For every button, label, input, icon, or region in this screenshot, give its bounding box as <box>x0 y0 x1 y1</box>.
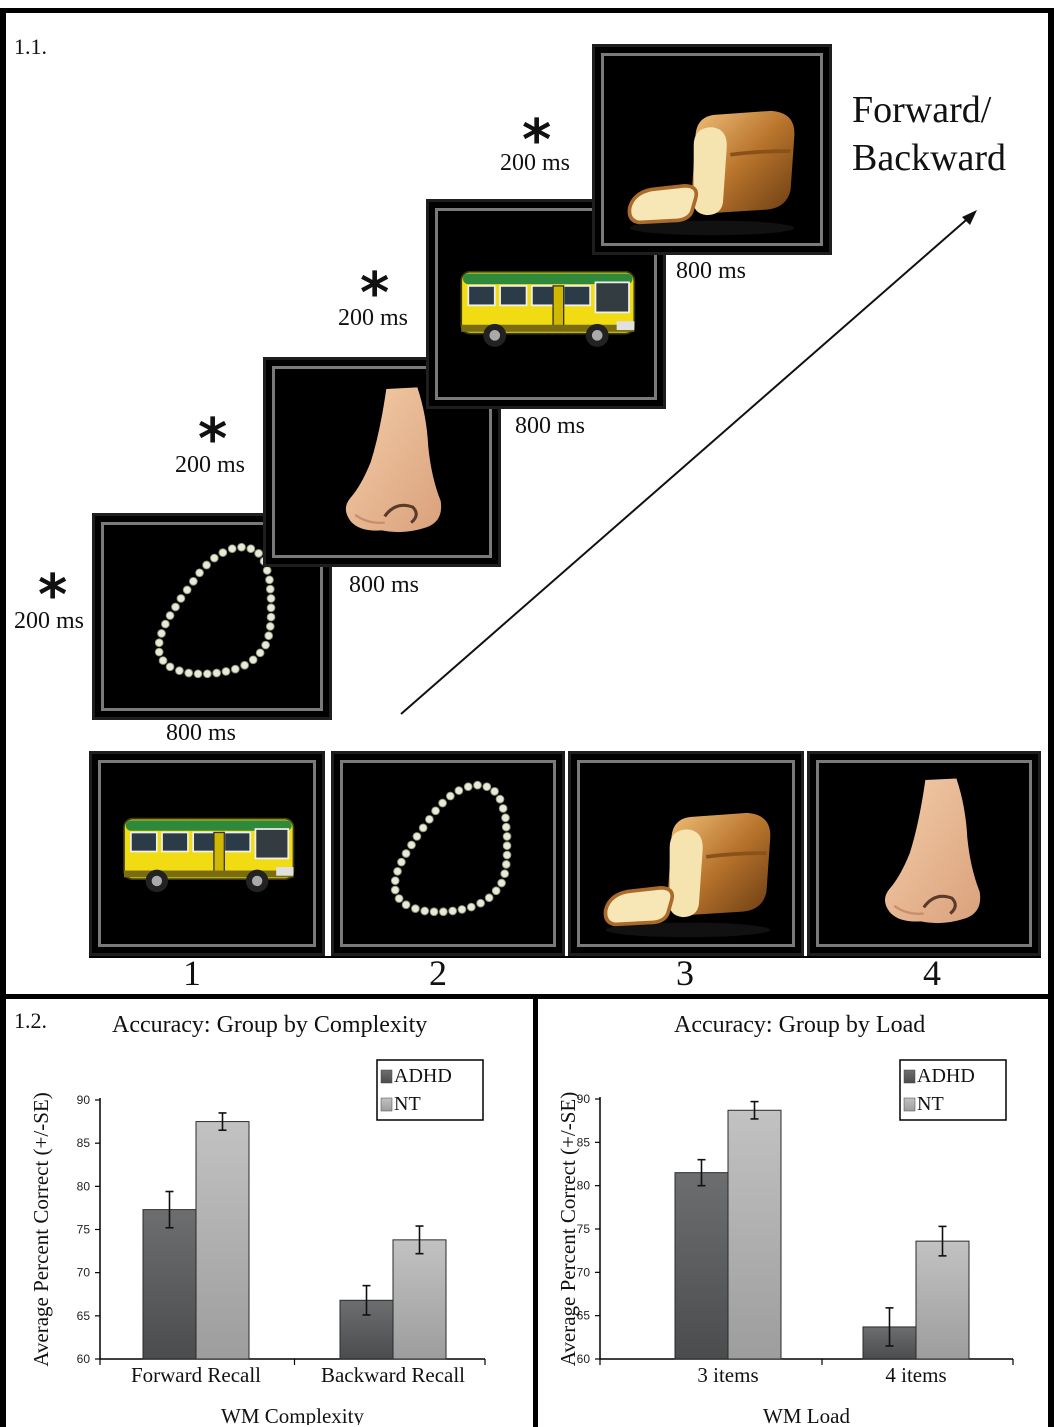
bread-icon <box>603 811 773 940</box>
y-tick-label: 75 <box>77 1223 91 1237</box>
y-tick-label: 90 <box>77 1093 91 1107</box>
figure-frame <box>0 8 1054 1427</box>
x-category-label: 3 items <box>697 1363 758 1387</box>
y-tick-label: 70 <box>77 1266 91 1280</box>
legend-box <box>899 1059 1007 1121</box>
x-category-label: 4 items <box>885 1363 946 1387</box>
fixation-duration-3: 200 ms <box>338 305 409 331</box>
y-tick-label: 90 <box>577 1092 591 1106</box>
stimulus-duration-2: 800 ms <box>349 572 420 598</box>
sequence-card-4 <box>592 44 832 255</box>
y-tick-label: 80 <box>577 1179 591 1193</box>
legend-label-nt: NT <box>394 1093 421 1115</box>
bar-nt <box>392 1239 447 1360</box>
response-card-1 <box>89 751 325 956</box>
direction-label: Forward/ Backward <box>852 86 1006 182</box>
response-card-2 <box>331 751 565 956</box>
response-number-2: 2 <box>429 953 447 993</box>
bar-nt <box>195 1121 250 1360</box>
y-tick-label: 65 <box>77 1309 91 1323</box>
panel-divider-horizontal <box>0 994 1054 999</box>
bar-nt <box>727 1109 782 1360</box>
y-tick-label: 70 <box>577 1265 591 1279</box>
response-card-4 <box>807 751 1041 956</box>
sequence-arrow <box>400 210 977 715</box>
necklace-icon <box>390 780 512 917</box>
response-card-3 <box>568 751 804 956</box>
y-axis-title: Average Percent Correct (+/-SE) <box>556 1092 580 1366</box>
panel-label-1-1: 1.1. <box>14 34 47 59</box>
stimulus-duration-4: 800 ms <box>676 258 747 284</box>
fixation-duration-4: 200 ms <box>500 150 571 176</box>
fixation-duration-2: 200 ms <box>175 452 246 478</box>
bar-nt <box>915 1240 970 1360</box>
bar-adhd <box>674 1172 729 1360</box>
y-tick-label: 85 <box>577 1135 591 1149</box>
legend-swatch-adhd <box>903 1069 916 1084</box>
nose-icon <box>883 776 982 925</box>
legend-label-adhd: ADHD <box>394 1065 452 1087</box>
direction-label-forward: Forward/ <box>852 89 992 131</box>
chart-group-by-load: 60 65 70 75 80 85 90 3 items 4 items WM Load Avera… <box>556 1059 1014 1425</box>
response-baseline <box>89 956 1041 958</box>
x-category-label: Forward Recall <box>131 1363 261 1387</box>
legend-swatch-nt <box>380 1097 393 1112</box>
legend-label-adhd: ADHD <box>917 1065 975 1087</box>
x-category-label: Backward Recall <box>321 1363 465 1387</box>
y-axis-title: Average Percent Correct (+/-SE) <box>30 1092 53 1366</box>
legend-box <box>376 1059 484 1121</box>
response-number-1: 1 <box>183 953 201 993</box>
x-axis-title: WM Complexity <box>221 1404 364 1425</box>
y-tick-label: 60 <box>77 1352 91 1366</box>
fixation-asterisk-2: * <box>198 407 228 472</box>
panel-label-1-2: 1.2. <box>14 1008 47 1033</box>
legend-label-nt: NT <box>917 1093 944 1115</box>
bus-icon <box>123 817 295 894</box>
stimulus-duration-1: 800 ms <box>166 720 237 746</box>
stimulus-duration-3: 800 ms <box>515 413 586 439</box>
y-tick-label: 85 <box>77 1136 91 1150</box>
legend: ADHD NT <box>376 1059 484 1121</box>
legend: ADHD NT <box>899 1059 1007 1121</box>
bar-adhd <box>142 1209 197 1360</box>
panel-divider-vertical <box>533 997 538 1427</box>
y-tick-label: 75 <box>577 1222 591 1236</box>
legend-swatch-adhd <box>380 1069 393 1084</box>
bread-icon <box>627 108 797 238</box>
fixation-duration-1: 200 ms <box>14 608 85 634</box>
chart-title-complexity: Accuracy: Group by Complexity <box>112 1012 428 1038</box>
direction-label-backward: Backward <box>852 137 1007 179</box>
response-number-3: 3 <box>676 953 694 993</box>
chart-title-load: Accuracy: Group by Load <box>674 1012 926 1038</box>
fixation-asterisk-4: * <box>522 108 552 173</box>
fixation-asterisk-3: * <box>360 261 390 326</box>
response-number-4: 4 <box>923 953 941 993</box>
y-tick-label: 60 <box>577 1352 591 1366</box>
y-tick-label: 80 <box>77 1179 91 1193</box>
y-tick-label: 65 <box>577 1309 591 1323</box>
legend-swatch-nt <box>903 1097 916 1112</box>
x-axis-title: WM Load <box>763 1404 850 1425</box>
fixation-asterisk-1: * <box>38 563 68 628</box>
chart-group-by-complexity: 60 65 70 75 80 85 90 Forward Recall Backward Rec… <box>30 1059 486 1425</box>
